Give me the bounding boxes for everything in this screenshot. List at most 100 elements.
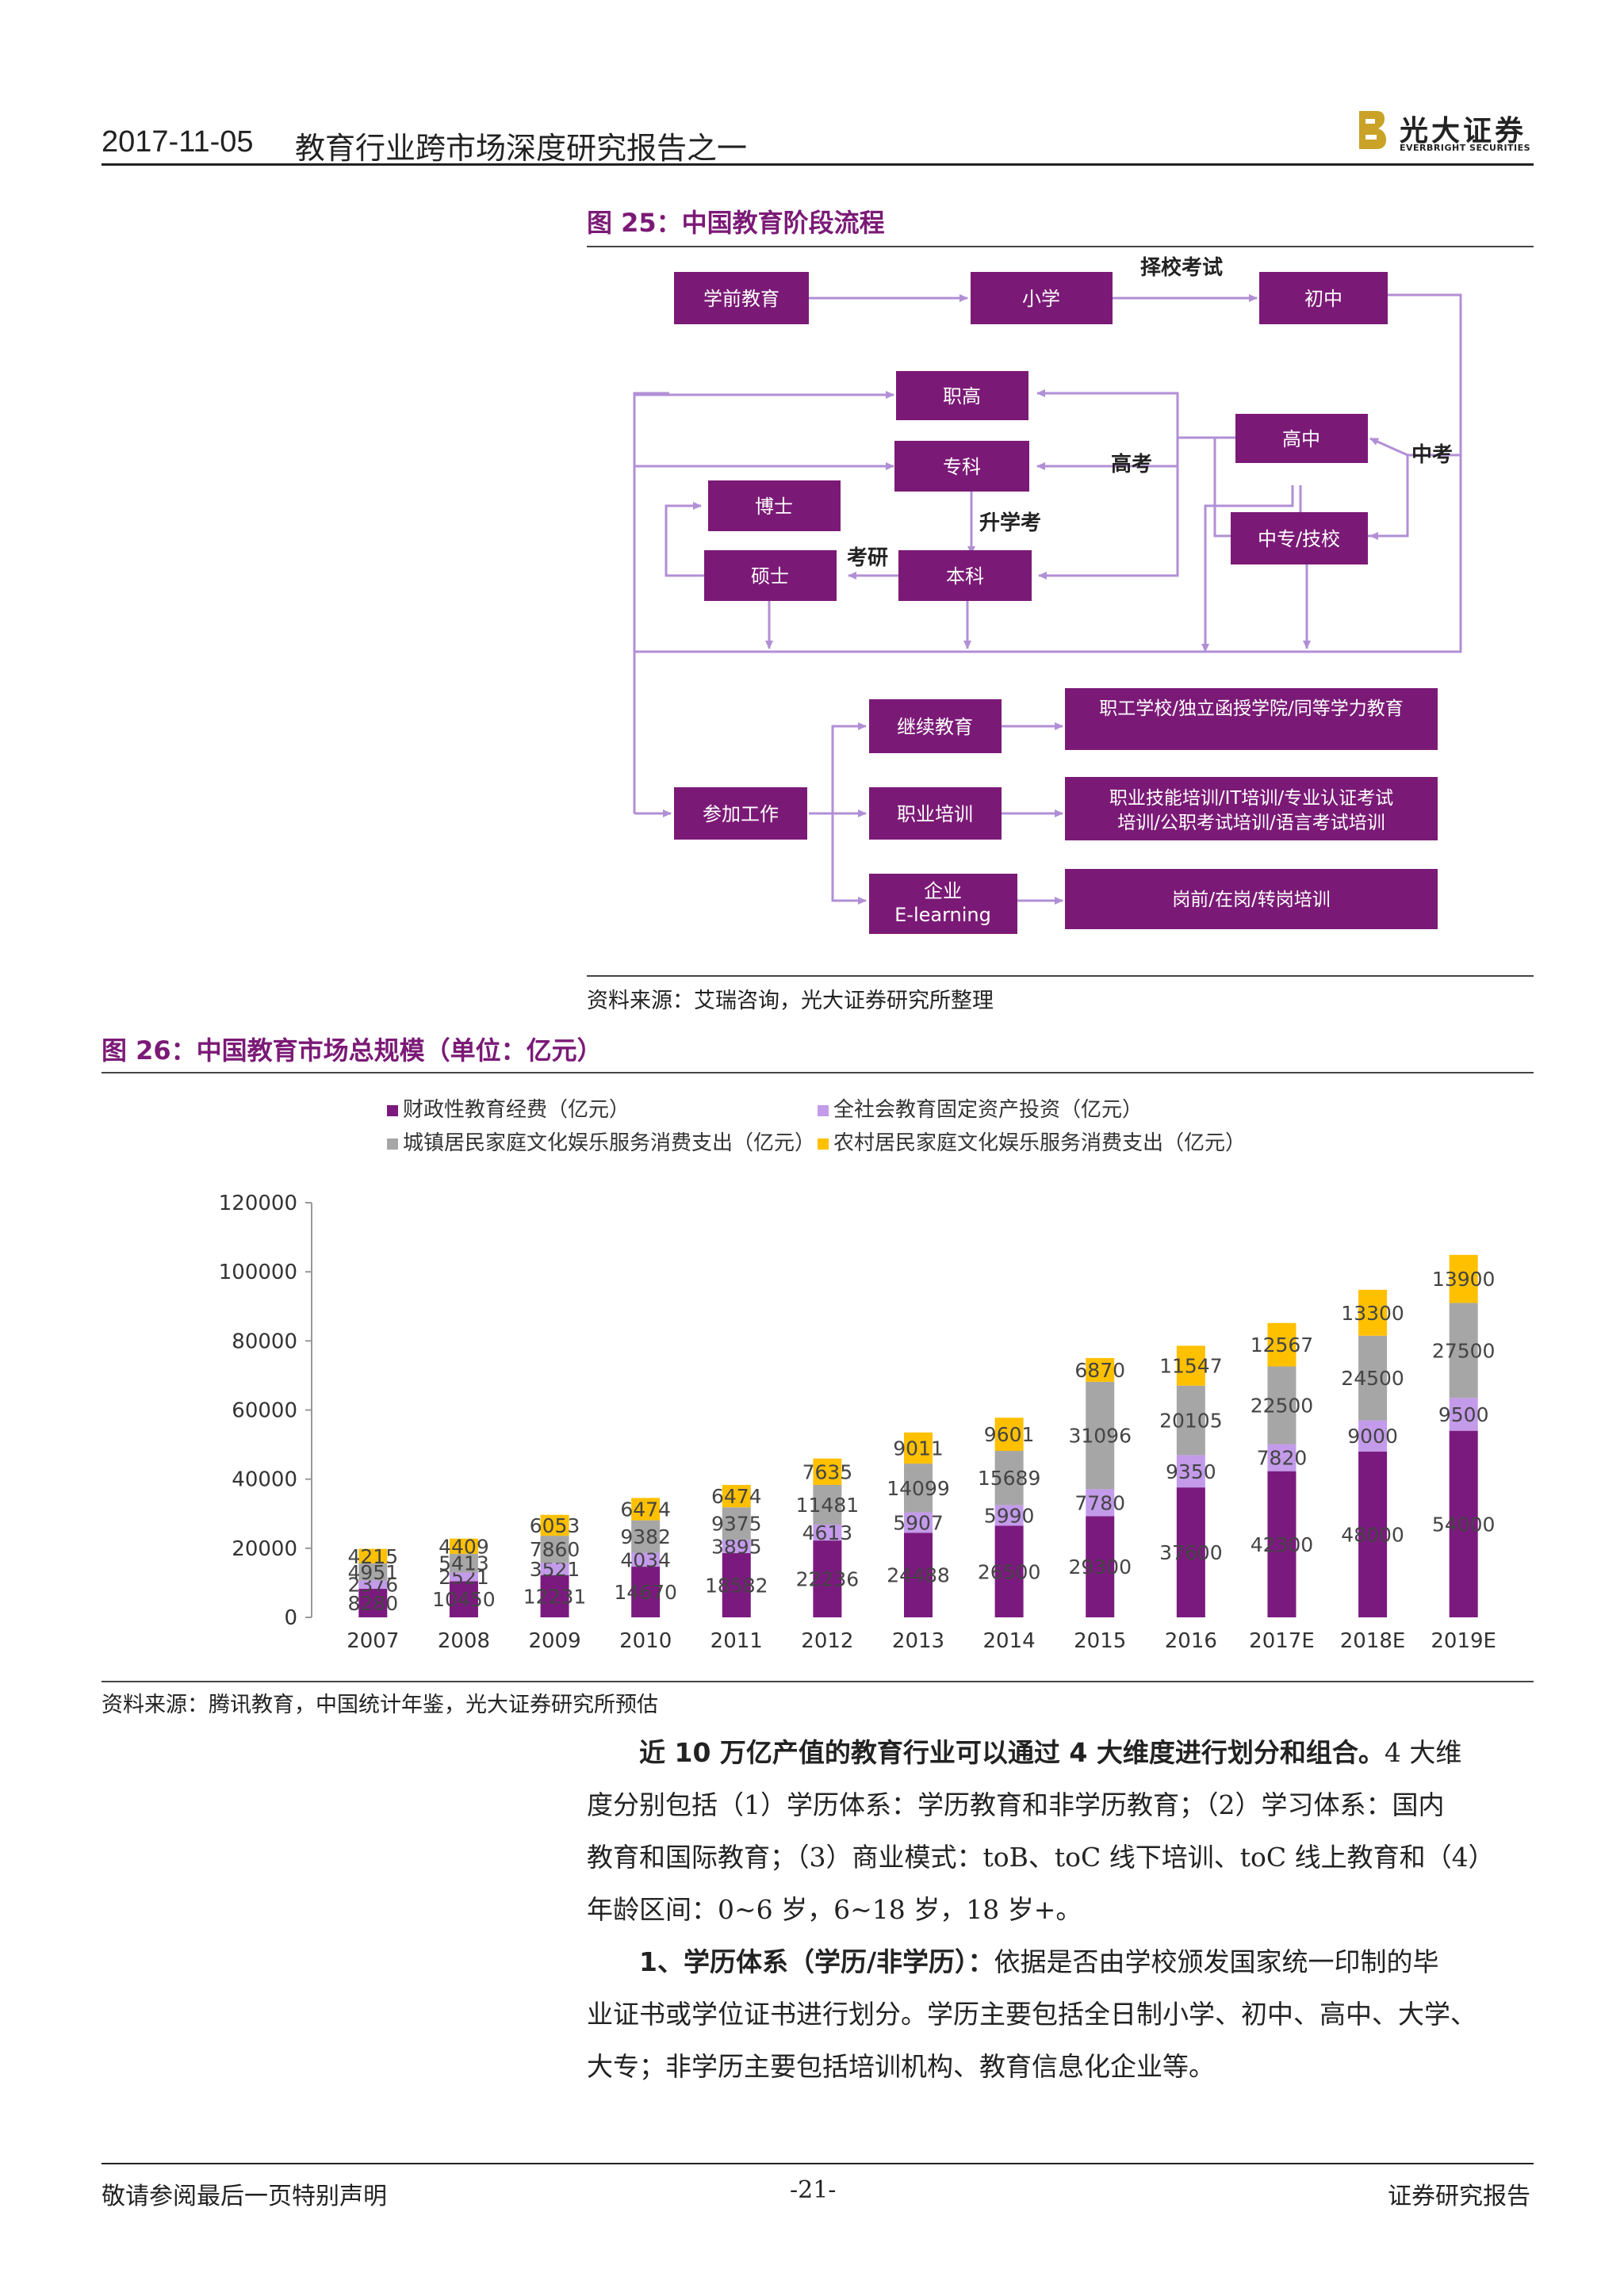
everbright-logo-icon — [1359, 111, 1386, 149]
bar-2013-s0 — [904, 1533, 933, 1617]
bar-label-2010-s0: 14670 — [614, 1581, 677, 1604]
label-tech-school: 中专/技校 — [1258, 528, 1340, 550]
box-work — [674, 787, 807, 840]
label-master: 硕士 — [751, 565, 789, 587]
y-tick-label-5: 100000 — [219, 1261, 297, 1284]
label-enterprise-2: E-learning — [894, 904, 991, 926]
bar-label-2007-s0: 8280 — [347, 1592, 398, 1615]
label-vocational-high: 职高 — [943, 385, 981, 408]
bar-label-2010-s3: 6474 — [620, 1498, 671, 1521]
bar-2016-s1 — [1176, 1455, 1205, 1488]
bar-label-2014-s0: 26500 — [978, 1560, 1041, 1583]
bar-label-2015-s2: 31096 — [1068, 1425, 1132, 1448]
label-junior: 初中 — [1304, 288, 1342, 310]
box-junior — [1259, 272, 1388, 324]
bar-label-2013-s2: 14099 — [887, 1477, 950, 1500]
paragraph-2: 1、学历体系（学历/非学历）：依据是否由学校颁发国家统一印制的毕 业证书或学位证… — [587, 1936, 1534, 2093]
paragraph-1: 近 10 万亿产值的教育行业可以通过 4 大维度进行划分和组合。4 大维 度分别… — [587, 1727, 1534, 1936]
chart-bars: 8280237649514215104502521541344091223135… — [347, 1254, 1496, 1617]
chart-legend: 财政性教育经费（亿元） 全社会教育固定资产投资（亿元） 城镇居民家庭文化娱乐服务消费… — [387, 1098, 1246, 1155]
label-out2-line2: 培训/公职考试培训/语言考试培训 — [1117, 813, 1385, 833]
bar-2013-s1 — [904, 1512, 933, 1533]
bar-label-2016-s0: 37600 — [1159, 1541, 1223, 1564]
bar-label-2016-s2: 20105 — [1159, 1410, 1223, 1433]
report-date: 2017-11-05 — [102, 125, 254, 159]
label-continuing: 继续教育 — [897, 716, 973, 738]
x-tick-label-4: 2011 — [710, 1629, 763, 1653]
figure-25-bottom-rule — [587, 975, 1534, 977]
label-vocational-training: 职业培训 — [897, 803, 973, 825]
bar-label-2009-s0: 12231 — [523, 1585, 587, 1608]
bar-label-2017E-s3: 12567 — [1251, 1334, 1314, 1357]
chart-x-axis: 2007 2008 2009 2010 2011 2012 2013 2014 2015 2016… — [347, 1629, 1496, 1653]
bar-label-2009-s2: 7860 — [530, 1538, 580, 1561]
x-tick-label-12: 2019E — [1431, 1629, 1496, 1653]
bar-label-2012-s3: 7635 — [802, 1460, 853, 1483]
bar-label-2011-s2: 9375 — [711, 1513, 762, 1536]
bar-2007-s3 — [358, 1548, 388, 1563]
bar-2008-s0 — [449, 1581, 478, 1617]
bar-label-2019E-s0: 54000 — [1432, 1513, 1496, 1536]
bar-label-2011-s3: 6474 — [711, 1485, 762, 1508]
bar-2015-s1 — [1086, 1489, 1115, 1517]
bar-2018E-s1 — [1358, 1420, 1388, 1452]
bar-label-2015-s0: 29300 — [1068, 1556, 1132, 1578]
logo-text-cn: 光大证券 — [1400, 115, 1527, 147]
figure-26-source: 资料来源：腾讯教育，中国统计年鉴，光大证券研究所预估 — [102, 1693, 658, 1717]
footer-disclaimer: 敬请参阅最后一页特别声明 — [102, 2183, 387, 2210]
box-out3 — [1065, 869, 1438, 929]
figure-25-title: 图 25：中国教育阶段流程 — [587, 208, 885, 238]
paragraph-1-lead: 近 10 万亿产值的教育行业可以通过 4 大维度进行划分和组合。 — [639, 1737, 1385, 1768]
y-tick-label-1: 20000 — [232, 1537, 297, 1561]
bar-label-2019E-s2: 27500 — [1432, 1339, 1496, 1362]
bar-2009-s0 — [540, 1575, 569, 1617]
bar-label-2018E-s3: 13300 — [1341, 1302, 1404, 1325]
label-out3: 岗前/在岗/转岗培训 — [1172, 890, 1331, 910]
figure-25-top-rule — [587, 246, 1534, 247]
box-primary — [971, 272, 1113, 324]
bar-2008-s3 — [449, 1538, 478, 1554]
bar-label-2015-s1: 7780 — [1074, 1491, 1125, 1514]
figure-26-top-rule — [102, 1072, 1534, 1073]
bar-label-2017E-s0: 42300 — [1251, 1533, 1314, 1556]
bar-2018E-s3 — [1358, 1289, 1388, 1336]
x-tick-label-6: 2013 — [892, 1629, 944, 1653]
label-undergrad: 本科 — [946, 565, 984, 587]
header-rule — [102, 163, 1534, 166]
bar-label-2019E-s1: 9500 — [1438, 1403, 1489, 1426]
chart-y-axis: 0 20000 40000 60000 80000 100000 120000 — [219, 1192, 312, 1630]
legend-label-1: 全社会教育固定资产投资（亿元） — [833, 1098, 1143, 1122]
bar-label-2015-s3: 6870 — [1074, 1359, 1125, 1382]
legend-swatch-1 — [818, 1105, 829, 1116]
box-senior — [1235, 414, 1368, 463]
bar-2017E-s1 — [1267, 1444, 1297, 1471]
bar-label-2009-s3: 6053 — [530, 1514, 580, 1537]
bar-2010-s2 — [631, 1520, 661, 1553]
bar-2010-s1 — [631, 1552, 661, 1567]
x-tick-label-8: 2015 — [1074, 1629, 1126, 1653]
bar-label-2018E-s1: 9000 — [1347, 1425, 1398, 1448]
bar-label-2012-s1: 4613 — [802, 1521, 853, 1544]
x-tick-label-0: 2007 — [347, 1629, 399, 1653]
paragraph-1-line2: 度分别包括（1）学历体系：学历教育和非学历教育；（2）学习体系：国内 — [587, 1789, 1445, 1820]
page-number: -21- — [790, 2176, 837, 2204]
bar-2014-s2 — [994, 1451, 1024, 1506]
edge-label-upgrade: 升学考 — [979, 511, 1041, 535]
bar-label-2018E-s0: 48000 — [1341, 1523, 1404, 1546]
bar-2009-s1 — [540, 1563, 569, 1575]
legend-swatch-2 — [387, 1138, 398, 1150]
bar-2015-s2 — [1086, 1381, 1115, 1490]
footer-report-type: 证券研究报告 — [1388, 2183, 1530, 2210]
x-tick-label-11: 2018E — [1340, 1629, 1406, 1653]
education-market-chart: 财政性教育经费（亿元） 全社会教育固定资产投资（亿元） 城镇居民家庭文化娱乐服务消费… — [219, 1098, 1496, 1653]
box-undergrad — [898, 550, 1032, 601]
label-preschool: 学前教育 — [703, 288, 779, 310]
bar-label-2011-s0: 18582 — [705, 1575, 768, 1598]
bar-2011-s0 — [722, 1553, 751, 1617]
bar-2008-s2 — [449, 1553, 478, 1573]
bar-label-2013-s0: 24488 — [887, 1564, 950, 1587]
box-out1 — [1065, 688, 1438, 750]
legend-label-0: 财政性教育经费（亿元） — [403, 1098, 630, 1122]
y-tick-label-3: 60000 — [232, 1399, 297, 1423]
bar-2015-s3 — [1086, 1357, 1115, 1382]
